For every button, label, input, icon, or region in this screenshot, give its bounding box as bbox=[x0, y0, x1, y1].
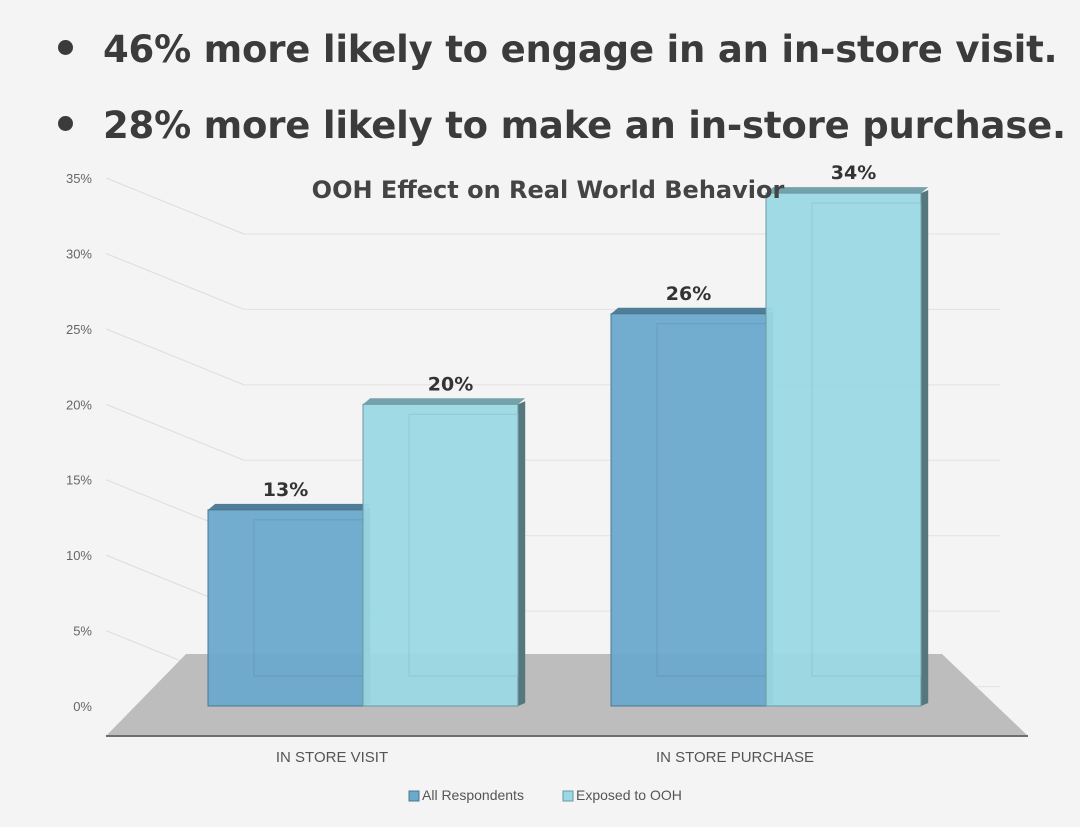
data-label: 26% bbox=[666, 283, 711, 305]
data-label: 34% bbox=[831, 162, 876, 184]
y-tick-label: 25% bbox=[66, 322, 92, 337]
gridline bbox=[105, 403, 245, 461]
legend-label: Exposed to OOH bbox=[576, 787, 682, 803]
x-tick-label: IN STORE PURCHASE bbox=[656, 749, 814, 766]
legend-label: All Respondents bbox=[422, 787, 524, 803]
bullet-text: 28% more likely to make an in-store purc… bbox=[103, 104, 1066, 147]
bar-top bbox=[611, 307, 774, 314]
data-label: 13% bbox=[263, 479, 308, 501]
bullet-dot-icon bbox=[58, 116, 73, 131]
y-tick-label: 10% bbox=[66, 548, 92, 563]
y-tick-label: 30% bbox=[66, 246, 92, 261]
bar-side bbox=[921, 190, 929, 707]
gridline bbox=[105, 177, 245, 235]
bar-edge bbox=[811, 202, 922, 677]
bullet-text: 46% more likely to engage in an in-store… bbox=[103, 28, 1058, 71]
legend-swatch bbox=[562, 790, 574, 802]
gridline bbox=[105, 252, 245, 310]
bar-top bbox=[208, 503, 371, 510]
y-tick-label: 20% bbox=[66, 397, 92, 412]
bar bbox=[362, 403, 519, 707]
bar-top bbox=[766, 187, 929, 194]
bullet-item: 28% more likely to make an in-store purc… bbox=[58, 104, 1066, 147]
bar bbox=[610, 313, 767, 707]
bar-side bbox=[518, 401, 526, 706]
data-label: 20% bbox=[428, 373, 473, 395]
y-tick-label: 0% bbox=[73, 699, 92, 714]
y-tick-label: 15% bbox=[66, 473, 92, 488]
legend-swatch bbox=[408, 790, 420, 802]
gridline bbox=[105, 328, 245, 386]
bullet-item: 46% more likely to engage in an in-store… bbox=[58, 28, 1058, 71]
bar bbox=[765, 192, 922, 707]
bar-top bbox=[363, 398, 526, 405]
chart-title: OOH Effect on Real World Behavior bbox=[312, 176, 785, 204]
x-tick-label: IN STORE VISIT bbox=[276, 749, 388, 766]
y-tick-label: 35% bbox=[66, 171, 92, 186]
bar bbox=[207, 509, 364, 707]
bullet-dot-icon bbox=[58, 40, 73, 55]
bullet-list: 46% more likely to engage in an in-store… bbox=[0, 0, 1080, 160]
bar-chart: 0% 5% 10% 15% 20% 25% 30% 35% 13% 20% IN STORE VIS… bbox=[66, 162, 1028, 803]
y-tick-label: 5% bbox=[73, 624, 92, 639]
bar-edge bbox=[408, 413, 519, 677]
